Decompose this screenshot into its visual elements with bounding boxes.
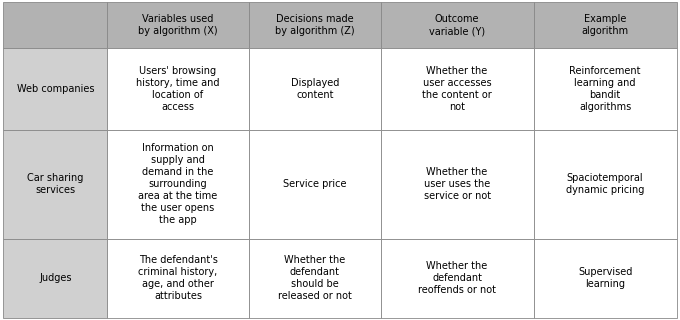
- Text: The defendant's
criminal history,
age, and other
attributes: The defendant's criminal history, age, a…: [139, 255, 218, 301]
- Bar: [3, 2, 107, 49]
- Text: Whether the
user uses the
service or not: Whether the user uses the service or not: [424, 167, 491, 201]
- Bar: [249, 49, 381, 130]
- Bar: [107, 49, 249, 130]
- Text: Displayed
content: Displayed content: [290, 78, 339, 100]
- Bar: [381, 49, 534, 130]
- Text: Users' browsing
history, time and
location of
access: Users' browsing history, time and locati…: [136, 66, 220, 112]
- Bar: [107, 2, 249, 49]
- Bar: [107, 130, 249, 239]
- Text: Reinforcement
learning and
bandit
algorithms: Reinforcement learning and bandit algori…: [569, 66, 641, 112]
- Bar: [3, 49, 107, 130]
- Bar: [249, 239, 381, 318]
- Text: Decisions made
by algorithm (Z): Decisions made by algorithm (Z): [275, 14, 354, 36]
- Bar: [3, 130, 107, 239]
- Text: Example
algorithm: Example algorithm: [581, 14, 628, 36]
- Text: Service price: Service price: [283, 180, 347, 189]
- Bar: [534, 49, 677, 130]
- Text: Outcome
variable (Y): Outcome variable (Y): [429, 14, 485, 36]
- Text: Variables used
by algorithm (X): Variables used by algorithm (X): [138, 14, 218, 36]
- Bar: [249, 2, 381, 49]
- Bar: [381, 239, 534, 318]
- Bar: [534, 239, 677, 318]
- Text: Web companies: Web companies: [16, 84, 94, 94]
- Text: Whether the
defendant
reoffends or not: Whether the defendant reoffends or not: [418, 261, 496, 295]
- Text: Supervised
learning: Supervised learning: [578, 268, 632, 290]
- Bar: [249, 130, 381, 239]
- Text: Judges: Judges: [39, 274, 71, 284]
- Bar: [381, 130, 534, 239]
- Bar: [3, 239, 107, 318]
- Bar: [107, 239, 249, 318]
- Text: Information on
supply and
demand in the
surrounding
area at the time
the user op: Information on supply and demand in the …: [139, 143, 218, 225]
- Bar: [534, 2, 677, 49]
- Text: Spaciotemporal
dynamic pricing: Spaciotemporal dynamic pricing: [566, 173, 644, 196]
- Bar: [381, 2, 534, 49]
- Text: Car sharing
services: Car sharing services: [27, 173, 84, 196]
- Text: Whether the
user accesses
the content or
not: Whether the user accesses the content or…: [422, 66, 492, 112]
- Bar: [534, 130, 677, 239]
- Text: Whether the
defendant
should be
released or not: Whether the defendant should be released…: [278, 255, 352, 301]
